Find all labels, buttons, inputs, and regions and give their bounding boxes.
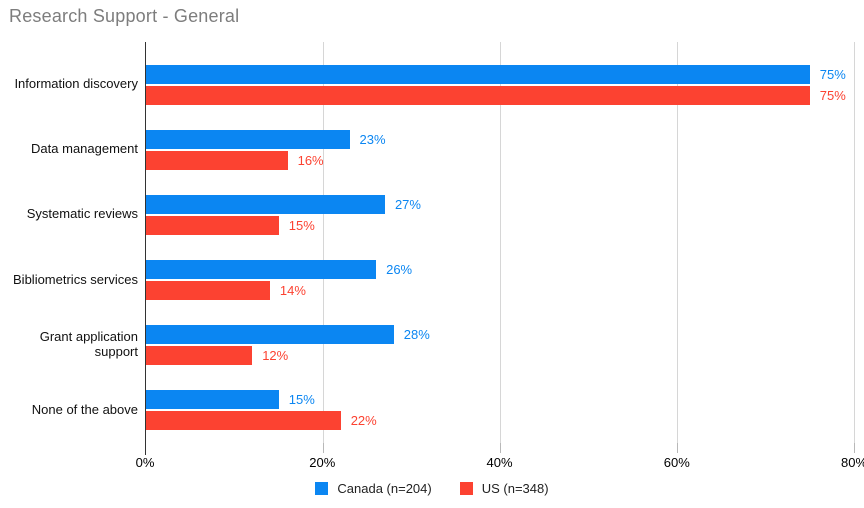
bar-canada[interactable] [146, 129, 350, 149]
chart-title: Research Support - General [9, 6, 240, 26]
bar-row: 14% [146, 281, 854, 301]
gridline-80% [854, 42, 855, 443]
bar-canada[interactable] [146, 194, 385, 214]
x-axis-tick-label: 0% [135, 455, 155, 470]
category-label: Systematic reviews [26, 206, 138, 222]
category-label: Grant application support [39, 329, 138, 360]
tick-mark-80% [854, 443, 855, 453]
bar-row: 27% [146, 194, 854, 214]
bar-value-label: 15% [288, 217, 315, 233]
gridline-40% [500, 42, 501, 443]
tick-mark-20% [323, 443, 324, 453]
gridline-20% [323, 42, 324, 443]
bar-us[interactable] [146, 346, 253, 366]
bar-row: 28% [146, 325, 854, 345]
bar-value-label: 16% [297, 152, 324, 168]
legend-swatch-icon [315, 482, 329, 495]
x-axis-tick-label: 40% [486, 455, 513, 470]
bar-canada[interactable] [146, 260, 377, 280]
bar-group: Bibliometrics services 26% 14% [0, 248, 854, 313]
chart-body: Information discovery 75% 75% Data manageme… [0, 42, 855, 455]
x-axis-tick-label: 80% [840, 455, 864, 470]
plot-area [144, 42, 855, 455]
bar-row: 26% [146, 260, 854, 280]
x-axis-tick-label: 60% [663, 455, 690, 470]
bar-value-label: 23% [359, 131, 386, 147]
bar-canada[interactable] [146, 325, 394, 345]
bar-row: 12% [146, 346, 854, 366]
tick-mark-0% [144, 443, 146, 455]
category-label: Bibliometrics services [13, 271, 138, 287]
legend-item[interactable]: US (n=348) [459, 481, 549, 496]
bar-row: 16% [146, 150, 854, 170]
bar-value-label: 75% [819, 87, 846, 103]
bar-row: 15% [146, 390, 854, 410]
legend-label: Canada (n=204) [337, 481, 432, 496]
bar-group: Information discovery 75% 75% [0, 52, 854, 117]
bar-pair: 23% 16% [146, 129, 854, 170]
bar-row: 75% [146, 64, 854, 84]
x-axis-tick-label: 20% [309, 455, 336, 470]
bar-pair: 28% 12% [146, 325, 854, 366]
bar-us[interactable] [146, 150, 288, 170]
bar-value-label: 28% [403, 327, 430, 343]
bar-group: Systematic reviews 27% 15% [0, 182, 854, 247]
gridline-60% [677, 42, 678, 443]
bar-value-label: 26% [386, 262, 413, 278]
tick-mark-60% [677, 443, 678, 453]
bar-row: 15% [146, 215, 854, 235]
bar-us[interactable] [146, 281, 270, 301]
bar-value-label: 75% [819, 66, 846, 82]
bar-canada[interactable] [146, 64, 810, 84]
bar-value-label: 22% [350, 413, 377, 429]
bar-group: Data management 23% 16% [0, 117, 854, 182]
bar-pair: 15% 22% [146, 390, 854, 431]
bar-pair: 27% 15% [146, 194, 854, 235]
bar-pair: 26% 14% [146, 260, 854, 301]
bar-group: Grant application support 28% 12% [0, 313, 854, 378]
bar-us[interactable] [146, 411, 341, 431]
legend: Canada (n=204) US (n=348) [0, 481, 864, 496]
x-axis-labels: 0% 20% 40% 60% 80% [136, 455, 864, 473]
bar-pair: 75% 75% [146, 64, 854, 105]
bar-row: 23% [146, 129, 854, 149]
bar-value-label: 14% [279, 283, 306, 299]
bar-us[interactable] [146, 215, 279, 235]
bar-value-label: 15% [288, 392, 315, 408]
bar-value-label: 12% [262, 348, 289, 364]
category-label: Data management [31, 141, 138, 157]
bar-us[interactable] [146, 85, 810, 105]
legend-swatch-icon [459, 482, 473, 495]
bar-row: 75% [146, 85, 854, 105]
bar-canada[interactable] [146, 390, 279, 410]
bar-groups: Information discovery 75% 75% Data manageme… [0, 52, 854, 443]
bar-value-label: 27% [394, 196, 421, 212]
legend-label: US (n=348) [481, 481, 549, 496]
category-label: Information discovery [14, 76, 138, 92]
legend-item[interactable]: Canada (n=204) [315, 481, 432, 496]
bar-row: 22% [146, 411, 854, 431]
category-label: None of the above [31, 401, 138, 417]
bar-group: None of the above 15% 22% [0, 378, 854, 443]
tick-mark-40% [500, 443, 501, 453]
